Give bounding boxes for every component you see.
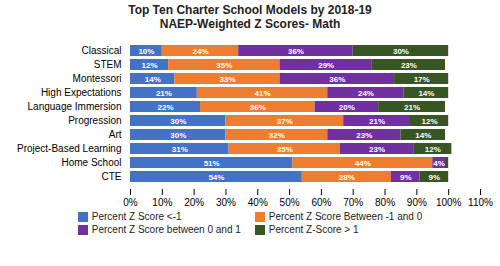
svg-text:Classical: Classical <box>81 45 121 56</box>
svg-text:100%: 100% <box>436 197 462 208</box>
svg-text:22%: 22% <box>157 103 173 112</box>
svg-text:9%: 9% <box>400 173 412 182</box>
svg-text:40%: 40% <box>248 197 268 208</box>
html-text:Percent Z Score Between -1 and: Percent Z Score Between -1 and 0 <box>268 211 423 222</box>
svg-text:10%: 10% <box>152 197 172 208</box>
svg-text:CTE: CTE <box>102 171 122 182</box>
svg-text:14%: 14% <box>415 131 431 140</box>
svg-text:21%: 21% <box>404 103 420 112</box>
svg-text:17%: 17% <box>414 75 430 84</box>
svg-text:10%: 10% <box>138 47 154 56</box>
svg-text:90%: 90% <box>407 197 427 208</box>
svg-text:23%: 23% <box>369 145 385 154</box>
svg-text:Project-Based Learning: Project-Based Learning <box>17 143 122 154</box>
svg-text:60%: 60% <box>311 197 331 208</box>
svg-text:21%: 21% <box>156 89 172 98</box>
svg-text:24%: 24% <box>192 47 208 56</box>
svg-text:Progression: Progression <box>68 115 121 126</box>
svg-text:110%: 110% <box>468 197 493 208</box>
svg-text:29%: 29% <box>318 61 334 70</box>
svg-text:54%: 54% <box>208 173 224 182</box>
svg-text:0%: 0% <box>123 197 138 208</box>
svg-text:23%: 23% <box>356 131 372 140</box>
svg-text:36%: 36% <box>250 103 266 112</box>
svg-text:31%: 31% <box>172 145 188 154</box>
svg-text:30%: 30% <box>170 131 186 140</box>
svg-text:Language Immersion: Language Immersion <box>28 101 122 112</box>
svg-text:30%: 30% <box>393 47 409 56</box>
svg-text:33%: 33% <box>220 75 236 84</box>
svg-text:36%: 36% <box>288 47 304 56</box>
svg-text:36%: 36% <box>329 75 345 84</box>
svg-text:70%: 70% <box>343 197 363 208</box>
svg-text:Art: Art <box>109 129 122 140</box>
svg-text:41%: 41% <box>255 89 271 98</box>
svg-text:12%: 12% <box>425 145 441 154</box>
svg-text:4%: 4% <box>433 159 445 168</box>
svg-text:50%: 50% <box>280 197 300 208</box>
svg-text:High Expectations: High Expectations <box>41 87 122 98</box>
svg-text:28%: 28% <box>339 173 355 182</box>
svg-text:37%: 37% <box>277 117 293 126</box>
svg-text:21%: 21% <box>369 117 385 126</box>
svg-text:12%: 12% <box>422 117 438 126</box>
svg-text:12%: 12% <box>142 61 158 70</box>
svg-text:14%: 14% <box>145 75 161 84</box>
html-text:Percent Z Score <-1: Percent Z Score <-1 <box>91 211 182 222</box>
html-text:Percent Z-Score > 1: Percent Z-Score > 1 <box>268 224 359 235</box>
svg-text:30%: 30% <box>216 197 236 208</box>
svg-text:51%: 51% <box>204 159 220 168</box>
svg-text:23%: 23% <box>401 61 417 70</box>
svg-text:80%: 80% <box>375 197 395 208</box>
svg-text:9%: 9% <box>429 173 441 182</box>
html-text:Percent Z Score between 0 and: Percent Z Score between 0 and 1 <box>91 224 241 235</box>
svg-text:20%: 20% <box>184 197 204 208</box>
svg-text:32%: 32% <box>269 131 285 140</box>
svg-text:35%: 35% <box>277 145 293 154</box>
svg-text:24%: 24% <box>358 89 374 98</box>
svg-text:35%: 35% <box>216 61 232 70</box>
svg-text:Montessori: Montessori <box>73 73 122 84</box>
svg-text:20%: 20% <box>339 103 355 112</box>
svg-text:44%: 44% <box>355 159 371 168</box>
svg-text:14%: 14% <box>418 89 434 98</box>
svg-text:Home School: Home School <box>61 157 121 168</box>
svg-text:STEM: STEM <box>94 59 122 70</box>
html-text:Top Ten Charter School Models: Top Ten Charter School Models by 2018-19… <box>128 3 372 31</box>
svg-text:30%: 30% <box>170 117 186 126</box>
